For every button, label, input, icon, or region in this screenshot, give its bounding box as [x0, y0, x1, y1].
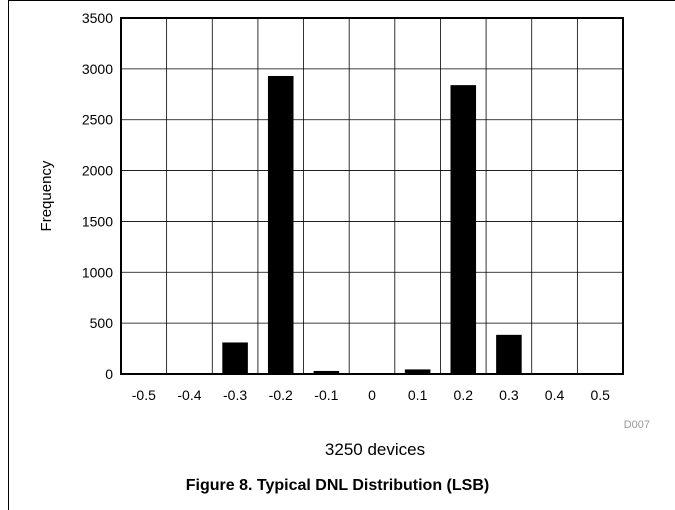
frame-top-border: [8, 0, 675, 1]
bar: [267, 75, 294, 374]
x-tick-label: 0.5: [590, 387, 610, 403]
x-tick-label: 0.4: [545, 387, 565, 403]
y-tick-label: 2000: [82, 163, 113, 179]
x-tick-label: 0.1: [408, 387, 428, 403]
bar: [404, 369, 431, 374]
x-tick-label: -0.2: [269, 387, 293, 403]
x-tick-label: -0.3: [223, 387, 247, 403]
plot-frame: [120, 17, 624, 375]
y-tick-label: 3000: [82, 61, 113, 77]
x-tick-label: -0.4: [177, 387, 201, 403]
x-axis-label: 3250 devices: [325, 440, 425, 459]
y-tick-label: 1000: [82, 264, 113, 280]
figure-id-label: D007: [624, 419, 650, 431]
grid-lines: [121, 18, 623, 374]
y-axis-label: Frequency: [38, 160, 55, 231]
frame-left-border: [8, 0, 9, 510]
x-tick-label: 0.3: [499, 387, 519, 403]
x-tick-labels: -0.5 -0.4 -0.3 -0.2 -0.1 0 0.1 0.2 0.3 0.4 0.5: [132, 387, 610, 403]
y-tick-label: 500: [90, 315, 114, 331]
bars: [222, 75, 522, 374]
x-tick-label: 0.2: [454, 387, 474, 403]
bar: [450, 85, 477, 374]
bar: [496, 334, 522, 374]
x-tick-label: -0.1: [314, 387, 338, 403]
bar: [222, 342, 248, 374]
y-tick-labels: 0 500 1000 1500 2000 2500 3000 3500: [82, 10, 113, 382]
y-tick-label: 3500: [82, 10, 113, 26]
x-tick-label: 0: [368, 387, 376, 403]
y-tick-label: 1500: [82, 213, 113, 229]
y-tick-label: 0: [105, 366, 113, 382]
x-tick-label: -0.5: [132, 387, 156, 403]
bar: [313, 370, 340, 374]
figure-caption: Figure 8. Typical DNL Distribution (LSB): [185, 477, 490, 494]
y-tick-label: 2500: [82, 112, 113, 128]
